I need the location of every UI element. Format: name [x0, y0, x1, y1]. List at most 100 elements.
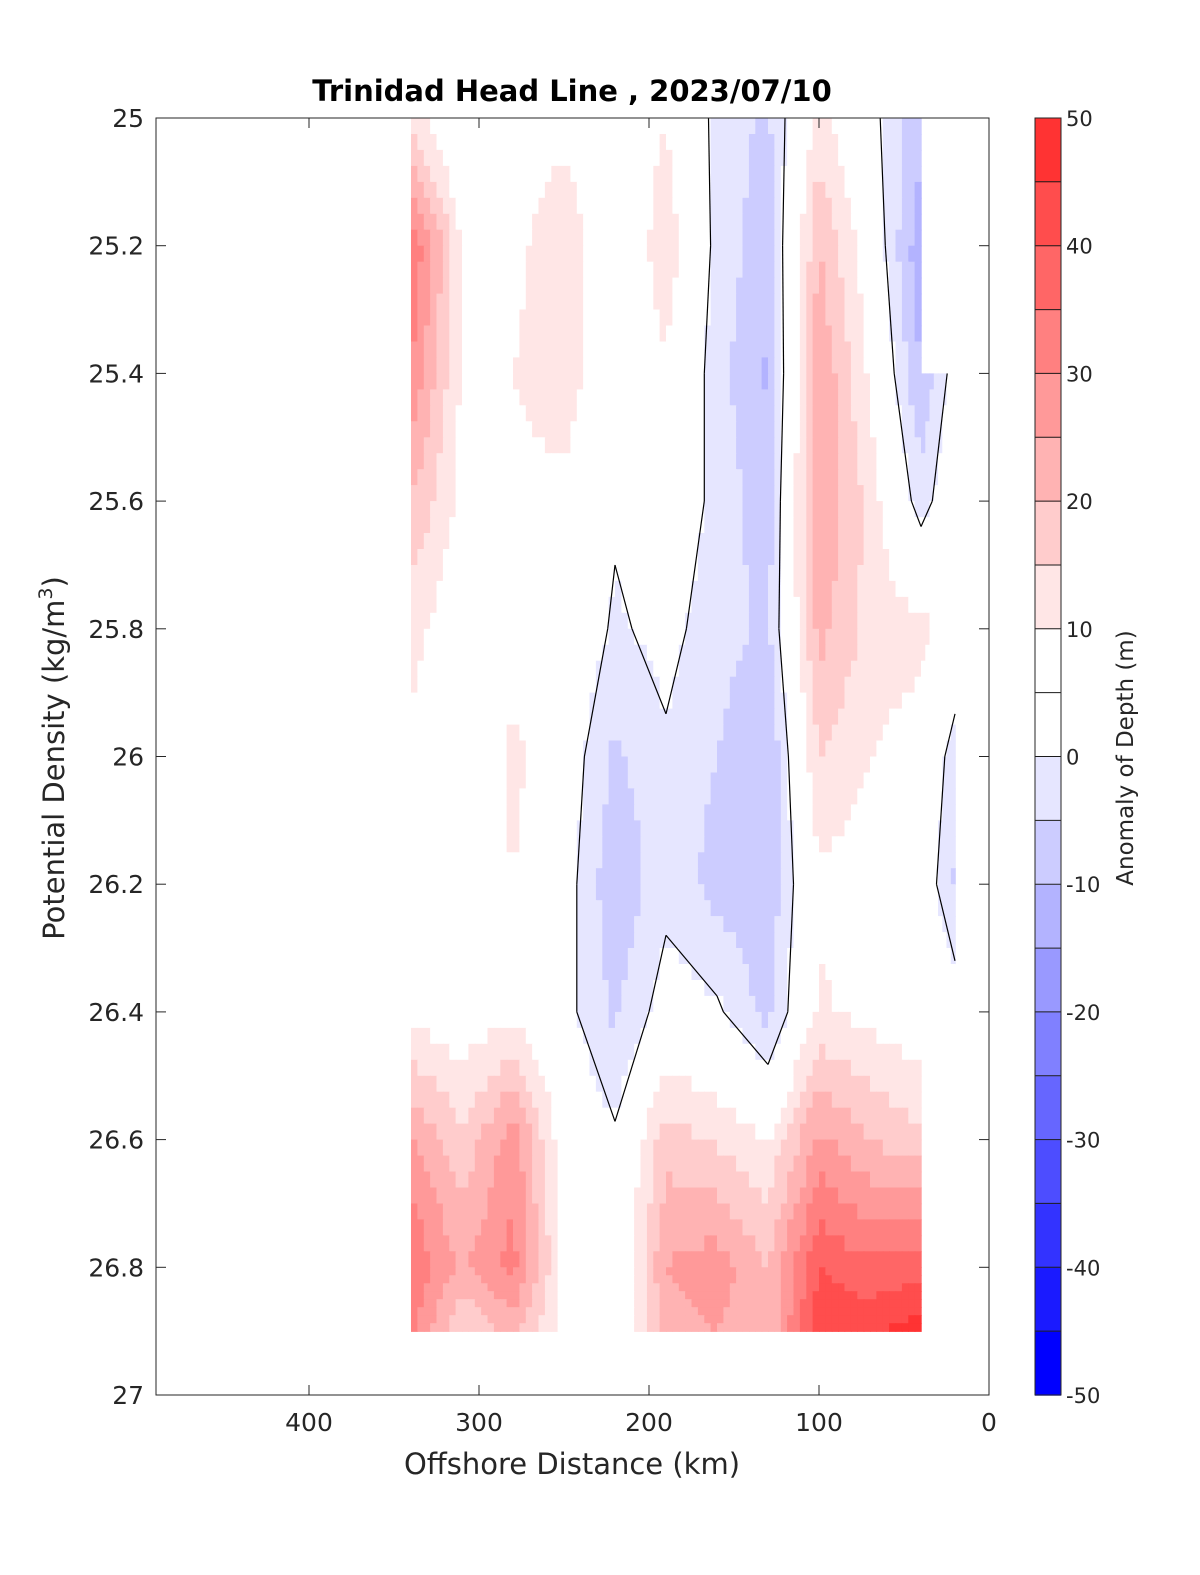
heatmap-cell — [653, 756, 661, 774]
heatmap-cell — [672, 836, 680, 853]
heatmap-cell — [640, 134, 648, 151]
heatmap-cell — [710, 485, 718, 502]
heatmap-cell — [544, 900, 552, 917]
heatmap-cell — [621, 980, 629, 997]
heatmap-cell — [481, 501, 489, 518]
heatmap-cell — [576, 852, 584, 869]
heatmap-cell — [532, 932, 540, 949]
heatmap-cell — [844, 293, 852, 311]
heatmap-cell — [595, 149, 603, 167]
heatmap-cell — [950, 501, 956, 518]
heatmap-cell — [449, 596, 457, 614]
heatmap-cell — [602, 900, 610, 917]
heatmap-cell — [946, 596, 952, 614]
heatmap-cell — [761, 916, 769, 933]
heatmap-cell — [602, 804, 610, 822]
heatmap-cell — [646, 596, 654, 614]
heatmap-cell — [844, 596, 852, 614]
heatmap-cell — [430, 1027, 438, 1045]
heatmap-cell — [736, 932, 744, 949]
heatmap-cell — [589, 708, 597, 726]
heatmap-cell — [487, 916, 495, 933]
heatmap-cell — [946, 628, 952, 646]
heatmap-cell — [487, 660, 495, 678]
heatmap-cell — [564, 852, 572, 869]
heatmap-cell — [519, 900, 527, 917]
heatmap-cell — [895, 197, 903, 215]
heatmap-cell — [831, 405, 839, 422]
heatmap-cell — [685, 357, 693, 375]
heatmap-cell — [946, 868, 952, 885]
heatmap-cell — [857, 197, 865, 215]
heatmap-cell — [519, 612, 527, 630]
heatmap-cell — [602, 836, 610, 853]
heatmap-cell — [704, 533, 712, 550]
heatmap-cell — [819, 389, 827, 407]
heatmap-cell — [487, 948, 495, 965]
heatmap-cell — [640, 245, 648, 263]
heatmap-cell — [793, 261, 801, 279]
heatmap-cell — [812, 309, 820, 327]
heatmap-cell — [942, 405, 948, 422]
heatmap-cell — [697, 485, 705, 502]
heatmap-cell — [863, 820, 871, 838]
heatmap-cell — [430, 596, 438, 614]
heatmap-cell — [423, 118, 431, 135]
heatmap-cell — [519, 437, 527, 454]
heatmap-cell — [768, 772, 776, 790]
heatmap-cell — [812, 421, 820, 438]
heatmap-cell — [908, 612, 916, 630]
heatmap-cell — [925, 469, 931, 486]
heatmap-cell — [666, 134, 674, 151]
heatmap-cell — [717, 181, 725, 199]
heatmap-cell — [710, 852, 718, 869]
heatmap-cell — [481, 1011, 489, 1029]
heatmap-cell — [768, 884, 776, 901]
heatmap-cell — [570, 389, 578, 407]
heatmap-cell — [442, 852, 450, 869]
heatmap-cell — [812, 660, 820, 678]
heatmap-cell — [506, 964, 514, 981]
heatmap-cell — [436, 580, 444, 598]
heatmap-cell — [666, 501, 674, 518]
heatmap-cell — [576, 197, 584, 215]
heatmap-cell — [532, 245, 540, 263]
heatmap-cell — [602, 644, 610, 662]
heatmap-cell — [449, 261, 457, 279]
heatmap-cell — [487, 165, 495, 183]
heatmap-cell — [666, 373, 674, 391]
heatmap-cell — [659, 900, 667, 917]
heatmap-cell — [704, 134, 712, 151]
heatmap-cell — [742, 804, 750, 822]
heatmap-cell — [564, 325, 572, 343]
heatmap-cell — [850, 341, 858, 359]
heatmap-cell — [774, 277, 782, 295]
heatmap-cell — [449, 485, 457, 502]
heatmap-cell — [544, 788, 552, 806]
heatmap-cell — [755, 756, 763, 774]
heatmap-cell — [487, 1011, 495, 1029]
heatmap-cell — [717, 501, 725, 518]
heatmap-cell — [481, 1091, 489, 1109]
heatmap-cell — [646, 245, 654, 263]
heatmap-cell — [850, 565, 858, 582]
heatmap-cell — [806, 692, 814, 710]
heatmap-cell — [634, 980, 642, 997]
heatmap-cell — [691, 405, 699, 422]
heatmap-cell — [634, 660, 642, 678]
heatmap-cell — [513, 213, 521, 231]
heatmap-cell — [908, 373, 916, 391]
heatmap-cell — [621, 181, 629, 199]
heatmap-cell — [646, 836, 654, 853]
heatmap-cell — [908, 596, 916, 614]
heatmap-cell — [850, 692, 858, 710]
heatmap-cell — [551, 580, 559, 598]
heatmap-cell — [685, 820, 693, 838]
heatmap-cell — [474, 517, 482, 534]
heatmap-cell — [857, 357, 865, 375]
heatmap-cell — [551, 341, 559, 359]
heatmap-cell — [411, 389, 419, 407]
heatmap-cell — [895, 724, 903, 742]
heatmap-cell — [455, 676, 463, 694]
heatmap-cell — [551, 118, 559, 135]
